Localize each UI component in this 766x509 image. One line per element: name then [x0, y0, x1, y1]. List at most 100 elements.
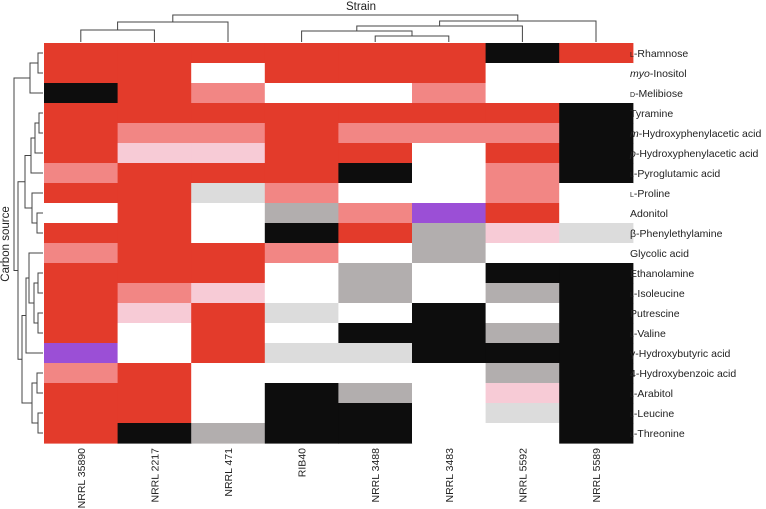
heatmap-cell — [338, 203, 413, 224]
row-label-name: myo — [630, 68, 650, 80]
row-label-name: -Isoleucine — [634, 288, 685, 300]
heatmap-cell — [338, 263, 413, 284]
heatmap-cell — [44, 343, 119, 364]
column-dendrogram — [80, 14, 597, 42]
row-label: l-Valine — [630, 328, 666, 340]
row-label-prefix: l — [630, 328, 634, 340]
dendrogram-link — [36, 212, 43, 234]
row-label-prefix: l — [630, 48, 634, 60]
column-label: NRRL 3483 — [444, 448, 456, 503]
heatmap-cell — [191, 143, 266, 164]
heatmap-cell — [264, 123, 339, 144]
heatmap-cell — [338, 63, 413, 84]
row-label: Putrescine — [630, 308, 680, 320]
row-label-prefix: l — [630, 168, 634, 180]
heatmap-cell — [412, 403, 487, 424]
row-labels: l-Rhamnosemyo-Inositold-MelibioseTyramin… — [629, 48, 761, 440]
heatmap-cell — [264, 143, 339, 164]
heatmap-cell — [412, 303, 487, 324]
heatmap-cell — [559, 343, 634, 364]
row-label-name: -Threonine — [634, 428, 685, 440]
row-label-prefix: l — [630, 388, 634, 400]
heatmap-cell — [44, 203, 119, 224]
heatmap-cell — [559, 143, 634, 164]
row-label-name: -Arabitol — [634, 388, 673, 400]
dendrogram-link — [38, 112, 43, 134]
heatmap-cell — [44, 363, 119, 384]
heatmap-cell — [485, 183, 560, 204]
heatmap-cell — [559, 363, 634, 384]
row-label-name: Ethanolamine — [630, 268, 694, 280]
heatmap-cell — [559, 103, 634, 124]
heatmap-cell — [412, 103, 487, 124]
heatmap-cell — [264, 223, 339, 244]
heatmap-cell — [191, 63, 266, 84]
column-label: NRRL 471 — [223, 448, 235, 497]
heatmap-cell — [412, 63, 487, 84]
heatmap-cell — [338, 103, 413, 124]
heatmap-cell — [117, 343, 192, 364]
row-label-prefix: l — [630, 408, 634, 420]
row-label: l-Isoleucine — [630, 288, 685, 300]
heatmap-cell — [44, 283, 119, 304]
heatmap-cell — [559, 63, 634, 84]
heatmap-cell — [117, 183, 192, 204]
row-label-prefix: l — [630, 288, 634, 300]
row-label-name: -Valine — [634, 328, 666, 340]
heatmap-cell — [485, 423, 560, 444]
row-label: l-Arabitol — [630, 388, 673, 400]
heatmap-cell — [338, 303, 413, 324]
heatmap-cell — [44, 143, 119, 164]
heatmap-cell — [44, 183, 119, 204]
row-label-name: Adonitol — [630, 208, 668, 220]
heatmap-cell — [117, 423, 192, 444]
row-label-name: -Pyroglutamic acid — [634, 168, 721, 180]
heatmap-cell — [117, 103, 192, 124]
heatmap-cell — [412, 363, 487, 384]
dendrogram-link — [37, 412, 43, 434]
heatmap-cell — [559, 323, 634, 344]
row-label-name: -Rhamnose — [634, 48, 688, 60]
row-label-suffix: -Hydroxyphenylacetic acid — [636, 148, 759, 160]
dendrogram-link — [356, 25, 523, 42]
heatmap-cell — [44, 223, 119, 244]
row-label: l-Pyroglutamic acid — [630, 168, 720, 180]
heatmap-cell — [44, 263, 119, 284]
heatmap-cell — [485, 163, 560, 184]
heatmap-cell — [559, 263, 634, 284]
heatmap-cell — [485, 63, 560, 84]
heatmap-cell — [117, 143, 192, 164]
heatmap-cell — [264, 383, 339, 404]
heatmap-cell — [264, 403, 339, 424]
row-label-prefix: l — [630, 428, 634, 440]
heatmap-cell — [191, 283, 266, 304]
heatmap-cell — [485, 263, 560, 284]
heatmap-cell — [485, 303, 560, 324]
row-label: γ-Hydroxybutyric acid — [630, 348, 731, 360]
heatmap-cell — [412, 223, 487, 244]
heatmap-cell — [338, 143, 413, 164]
heatmap-cell — [485, 343, 560, 364]
row-label: l-Leucine — [630, 408, 674, 420]
column-label: NRRL 3488 — [370, 448, 382, 503]
y-axis-title: Carbon source — [0, 206, 12, 281]
heatmap-cell — [117, 363, 192, 384]
dendrogram-link — [30, 137, 43, 174]
heatmap-cell — [191, 343, 266, 364]
heatmap-cell — [264, 63, 339, 84]
heatmap-cell — [264, 363, 339, 384]
heatmap-cell — [117, 323, 192, 344]
heatmap-cell — [191, 103, 266, 124]
heatmap-cell — [191, 263, 266, 284]
row-label-name: Glycolic acid — [630, 248, 689, 260]
heatmap-cell — [117, 83, 192, 104]
heatmap-cell — [559, 403, 634, 424]
row-label: 4-Hydroxybenzoic acid — [630, 368, 736, 380]
dendrogram-link — [37, 52, 43, 74]
dendrogram-link — [36, 372, 43, 394]
heatmap-cell — [559, 203, 634, 224]
heatmap-cell — [44, 423, 119, 444]
heatmap-cell — [44, 323, 119, 344]
heatmap-cell — [485, 103, 560, 124]
dendrogram-link — [21, 315, 32, 404]
